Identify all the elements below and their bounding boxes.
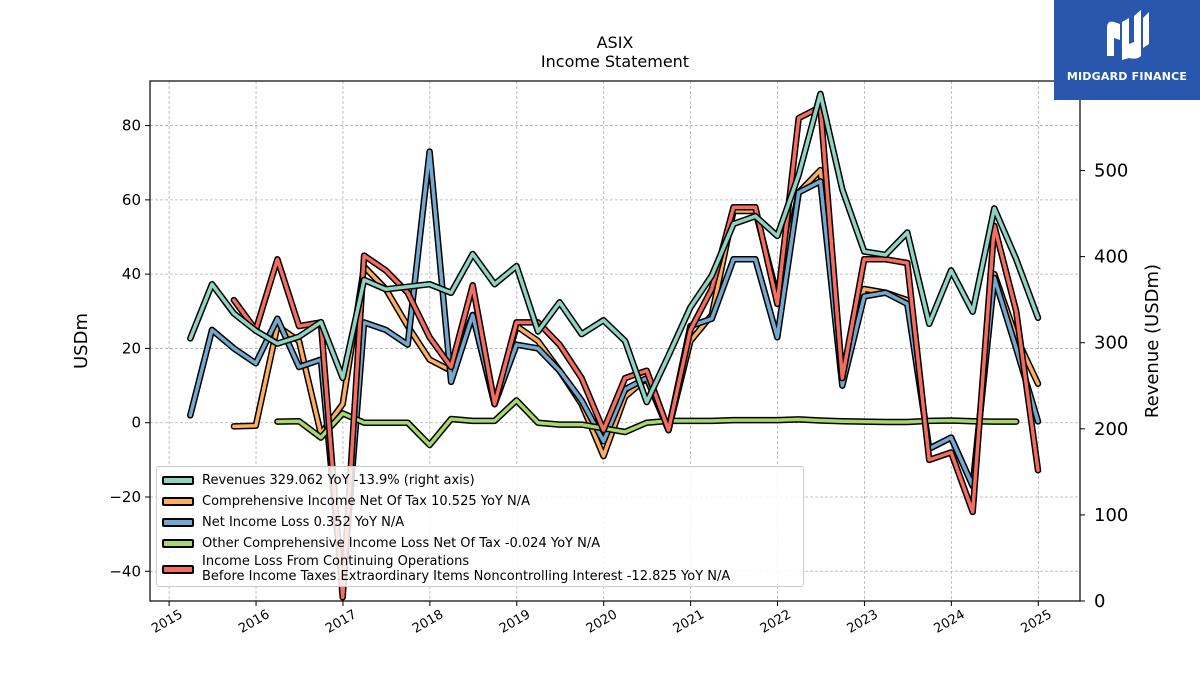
legend-swatch	[162, 564, 194, 574]
legend-label: Income Loss From Continuing Operations B…	[202, 554, 731, 584]
logo-mark-icon	[1107, 10, 1149, 60]
y-tick-label: 60	[122, 191, 141, 209]
chart-title: ASIX	[597, 33, 634, 52]
y-right-tick-label: 0	[1094, 591, 1105, 612]
logo-text: MIDGARD FINANCE	[1066, 70, 1188, 83]
legend: Revenues 329.062 YoY -13.9% (right axis)…	[156, 466, 804, 587]
x-tick-label: 2021	[671, 607, 707, 637]
y-tick-label: 40	[122, 265, 141, 283]
y-axis-right: 0 100 200 300 400 500	[1080, 161, 1128, 612]
x-tick-label: 2023	[845, 607, 881, 637]
y-axis-left: −40 −20 0 20 40 60 80	[109, 117, 150, 580]
y-tick-label: 0	[131, 414, 141, 432]
legend-label: Net Income Loss 0.352 YoY N/A	[202, 515, 405, 530]
legend-item-comprehensive-income: Comprehensive Income Net Of Tax 10.525 Y…	[157, 491, 803, 512]
x-axis: 2015 2016 2017 2018 2019 2020 2021 2022 2023 2024…	[149, 601, 1055, 637]
y-axis-label: USDm	[71, 313, 92, 369]
x-tick-label: 2020	[584, 607, 620, 637]
chart-subtitle: Income Statement	[541, 52, 689, 71]
x-tick-label: 2019	[497, 607, 533, 637]
y-right-tick-label: 200	[1094, 419, 1128, 440]
legend-swatch	[162, 497, 194, 506]
y-right-tick-label: 500	[1094, 161, 1128, 182]
legend-swatch	[162, 518, 194, 527]
x-tick-label: 2024	[932, 607, 968, 637]
legend-label: Other Comprehensive Income Loss Net Of T…	[202, 536, 601, 551]
y-right-tick-label: 400	[1094, 247, 1128, 268]
legend-item-pretax-income: Income Loss From Continuing Operations B…	[157, 554, 803, 584]
legend-swatch	[162, 476, 194, 485]
x-tick-label: 2025	[1018, 607, 1054, 637]
legend-item-other-comprehensive: Other Comprehensive Income Loss Net Of T…	[157, 533, 803, 554]
legend-item-revenues: Revenues 329.062 YoY -13.9% (right axis)	[157, 470, 803, 491]
y-tick-label: −20	[109, 488, 141, 506]
x-tick-label: 2018	[410, 607, 446, 637]
legend-item-net-income: Net Income Loss 0.352 YoY N/A	[157, 512, 803, 533]
x-tick-label: 2016	[236, 607, 272, 637]
legend-swatch	[162, 539, 194, 548]
x-tick-label: 2015	[149, 607, 185, 637]
series-line-other-comprehensive-income-loss-net-of-tax	[275, 398, 1018, 447]
y-right-tick-label: 300	[1094, 333, 1128, 354]
legend-label: Revenues 329.062 YoY -13.9% (right axis)	[202, 473, 475, 488]
midgard-finance-logo: MIDGARD FINANCE	[1054, 0, 1200, 100]
plot-frame	[149, 80, 1081, 602]
x-tick-label: 2022	[758, 607, 794, 637]
y-right-tick-label: 100	[1094, 505, 1128, 526]
legend-label: Comprehensive Income Net Of Tax 10.525 Y…	[202, 494, 530, 509]
series-line-revenues	[188, 92, 1040, 404]
x-tick-label: 2017	[323, 607, 359, 637]
y-axis-right-label: Revenue (USDm)	[1142, 264, 1163, 418]
series-layer	[187, 90, 1042, 601]
y-tick-label: −40	[109, 562, 141, 580]
y-tick-label: 80	[122, 117, 141, 135]
y-tick-label: 20	[122, 339, 141, 357]
